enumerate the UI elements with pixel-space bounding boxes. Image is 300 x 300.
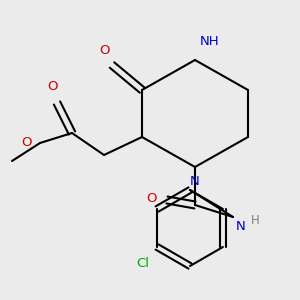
Text: N: N [190,175,200,188]
Text: Cl: Cl [136,257,149,270]
Text: O: O [22,136,32,149]
Text: O: O [47,80,57,93]
Text: H: H [251,214,260,227]
Text: N: N [236,220,246,233]
Text: O: O [99,44,109,57]
Text: O: O [146,191,157,205]
Text: NH: NH [200,35,220,48]
